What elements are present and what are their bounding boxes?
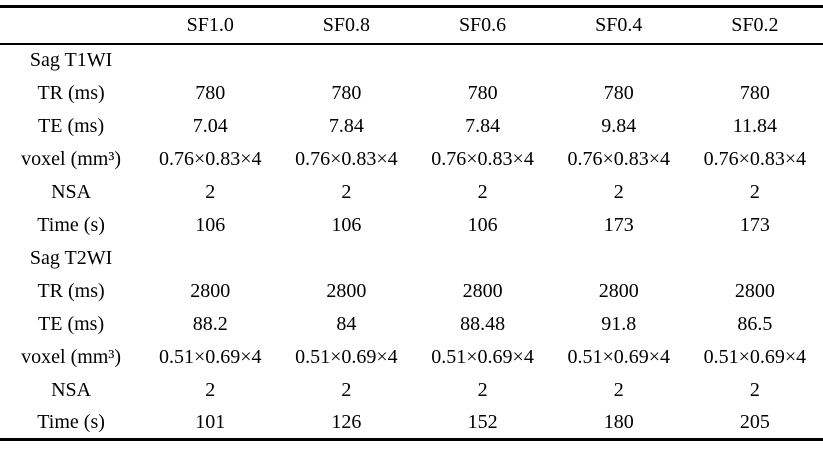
row-label-time: Time (s) bbox=[37, 213, 105, 236]
table-cell: 9.84 bbox=[601, 114, 637, 137]
table-cell: 0.51×0.69×4 bbox=[703, 345, 807, 368]
table-cell: 101 bbox=[195, 410, 226, 433]
table-row: NSA 2 2 2 2 2 bbox=[0, 374, 823, 407]
table-cell: 88.2 bbox=[192, 312, 228, 335]
row-label-nsa: NSA bbox=[51, 378, 92, 401]
table-cell: 7.84 bbox=[465, 114, 501, 137]
table-cell: 2 bbox=[477, 180, 488, 203]
table-cell: 7.04 bbox=[192, 114, 228, 137]
table-cell: 0.51×0.69×4 bbox=[158, 345, 262, 368]
row-label-tr: TR (ms) bbox=[37, 279, 105, 302]
column-header-sf08: SF0.8 bbox=[322, 13, 371, 36]
table-cell: 2800 bbox=[190, 279, 231, 302]
table-cell: 2 bbox=[477, 378, 488, 401]
column-header-empty bbox=[0, 7, 142, 44]
table-cell: 2 bbox=[205, 378, 216, 401]
table-cell: 780 bbox=[195, 81, 226, 104]
row-label-te: TE (ms) bbox=[38, 312, 105, 335]
section-title-t2wi: Sag T2WI bbox=[29, 246, 113, 269]
column-header-sf02: SF0.2 bbox=[731, 13, 779, 36]
row-label-time: Time (s) bbox=[37, 410, 105, 433]
table-cell: 0.51×0.69×4 bbox=[567, 345, 670, 368]
row-label-voxel: voxel (mm³) bbox=[21, 345, 122, 368]
table-row: voxel (mm³) 0.76×0.83×4 0.76×0.83×4 0.76… bbox=[0, 143, 823, 176]
table-cell: 780 bbox=[739, 81, 770, 104]
table-cell: 11.84 bbox=[732, 114, 778, 137]
table-cell: 780 bbox=[603, 81, 634, 104]
table-cell: 2 bbox=[613, 180, 624, 203]
mri-parameters-table: SF1.0 SF0.8 SF0.6 SF0.4 SF0.2 Sag T1WI T… bbox=[0, 5, 823, 441]
table-row: TR (ms) 780 780 780 780 780 bbox=[0, 77, 823, 110]
table-cell: 126 bbox=[331, 410, 362, 433]
section-row: Sag T2WI bbox=[0, 242, 823, 275]
table-cell: 2 bbox=[205, 180, 216, 203]
table-cell: 205 bbox=[739, 410, 770, 433]
table-cell: 0.76×0.83×4 bbox=[703, 147, 807, 170]
table-cell: 0.51×0.69×4 bbox=[295, 345, 398, 368]
table-cell: 86.5 bbox=[737, 312, 773, 335]
table-cell: 173 bbox=[739, 213, 770, 236]
table-cell: 88.48 bbox=[460, 312, 506, 335]
table-cell: 2800 bbox=[734, 279, 775, 302]
page: SF1.0 SF0.8 SF0.6 SF0.4 SF0.2 Sag T1WI T… bbox=[0, 5, 823, 441]
table-row: TE (ms) 7.04 7.84 7.84 9.84 11.84 bbox=[0, 110, 823, 143]
column-header-sf06: SF0.6 bbox=[458, 13, 507, 36]
table-cell: 0.76×0.83×4 bbox=[295, 147, 398, 170]
table-cell: 180 bbox=[603, 410, 634, 433]
header-row: SF1.0 SF0.8 SF0.6 SF0.4 SF0.2 bbox=[0, 7, 823, 44]
table-cell: 0.76×0.83×4 bbox=[431, 147, 534, 170]
column-header-sf04: SF0.4 bbox=[595, 13, 643, 36]
table-cell: 2800 bbox=[462, 279, 503, 302]
table-cell: 84 bbox=[336, 312, 357, 335]
row-label-te: TE (ms) bbox=[38, 114, 105, 137]
table-cell: 2 bbox=[341, 378, 352, 401]
table-cell: 0.76×0.83×4 bbox=[567, 147, 670, 170]
section-row-spacer bbox=[142, 44, 823, 77]
table-cell: 91.8 bbox=[601, 312, 637, 335]
table-cell: 2 bbox=[749, 378, 760, 401]
section-row: Sag T1WI bbox=[0, 44, 823, 77]
table-row: Time (s) 106 106 106 173 173 bbox=[0, 209, 823, 242]
table-cell: 106 bbox=[195, 213, 226, 236]
table-cell: 0.51×0.69×4 bbox=[431, 345, 534, 368]
section-row-spacer bbox=[142, 242, 823, 275]
table-cell: 152 bbox=[467, 410, 498, 433]
table-cell: 0.76×0.83×4 bbox=[158, 147, 262, 170]
table-cell: 2 bbox=[613, 378, 624, 401]
row-label-nsa: NSA bbox=[51, 180, 92, 203]
table-cell: 780 bbox=[467, 81, 498, 104]
table-row: Time (s) 101 126 152 180 205 bbox=[0, 407, 823, 440]
section-title-t1wi: Sag T1WI bbox=[29, 49, 113, 71]
table-cell: 2800 bbox=[326, 279, 367, 302]
table-cell: 173 bbox=[603, 213, 634, 236]
table-cell: 780 bbox=[331, 81, 362, 104]
table-row: TR (ms) 2800 2800 2800 2800 2800 bbox=[0, 275, 823, 308]
table-cell: 7.84 bbox=[328, 114, 364, 137]
table-cell: 106 bbox=[467, 213, 498, 236]
table-row: TE (ms) 88.2 84 88.48 91.8 86.5 bbox=[0, 308, 823, 341]
table-cell: 2800 bbox=[598, 279, 639, 302]
table-row: voxel (mm³) 0.51×0.69×4 0.51×0.69×4 0.51… bbox=[0, 341, 823, 374]
table-cell: 2 bbox=[749, 180, 760, 203]
row-label-voxel: voxel (mm³) bbox=[21, 147, 122, 170]
table-cell: 2 bbox=[341, 180, 352, 203]
table-cell: 106 bbox=[331, 213, 362, 236]
table-row: NSA 2 2 2 2 2 bbox=[0, 176, 823, 209]
row-label-tr: TR (ms) bbox=[37, 81, 105, 104]
column-header-sf10: SF1.0 bbox=[186, 13, 234, 36]
